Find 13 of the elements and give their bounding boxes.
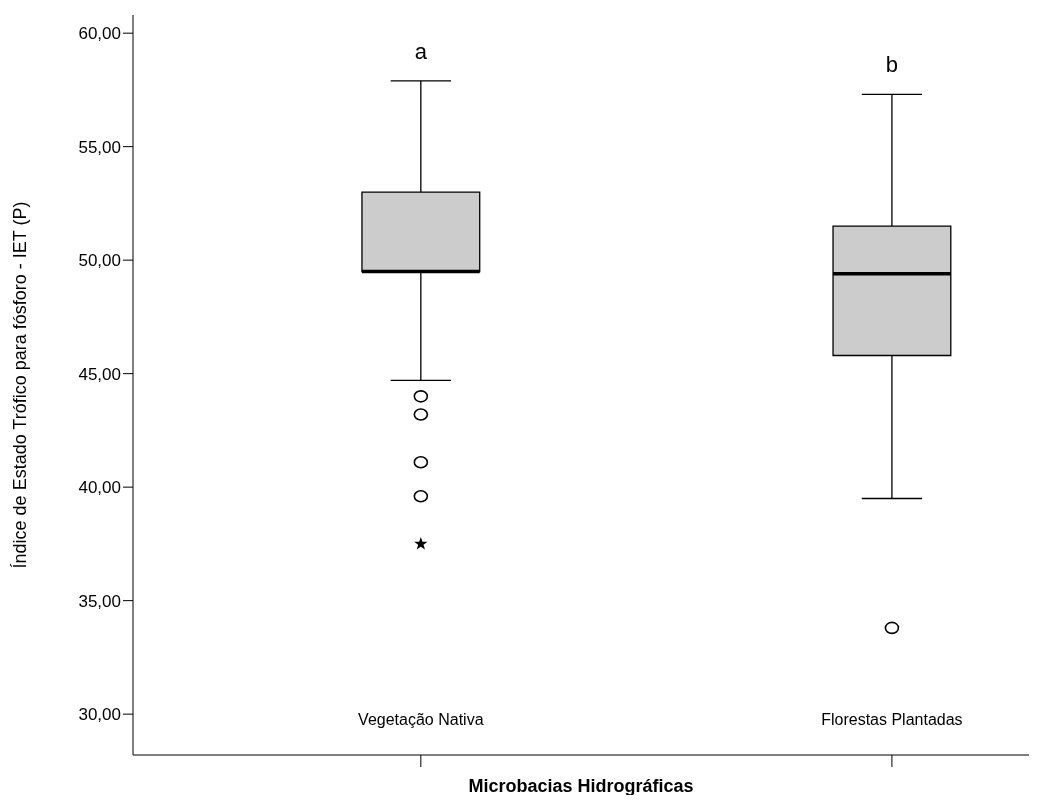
y-tick-label: 35,00 [78, 591, 121, 611]
x-axis-title: Microbacias Hidrográficas [468, 776, 694, 796]
y-tick-label: 40,00 [78, 478, 121, 498]
y-tick-label: 50,00 [78, 251, 121, 271]
annotation: a [414, 38, 428, 64]
y-tick-label: 45,00 [78, 364, 121, 384]
x-tick-label: Florestas Plantadas [821, 711, 963, 728]
x-tick-label: Vegetação Nativa [358, 711, 484, 728]
annotation: b [885, 52, 899, 78]
y-tick-label: 60,00 [78, 24, 121, 44]
y-axis-title: Índice de Estado Trófico para fósforo - IET (P) [10, 201, 31, 569]
y-tick-label: 55,00 [78, 137, 121, 157]
y-tick-label: 30,00 [78, 705, 121, 725]
